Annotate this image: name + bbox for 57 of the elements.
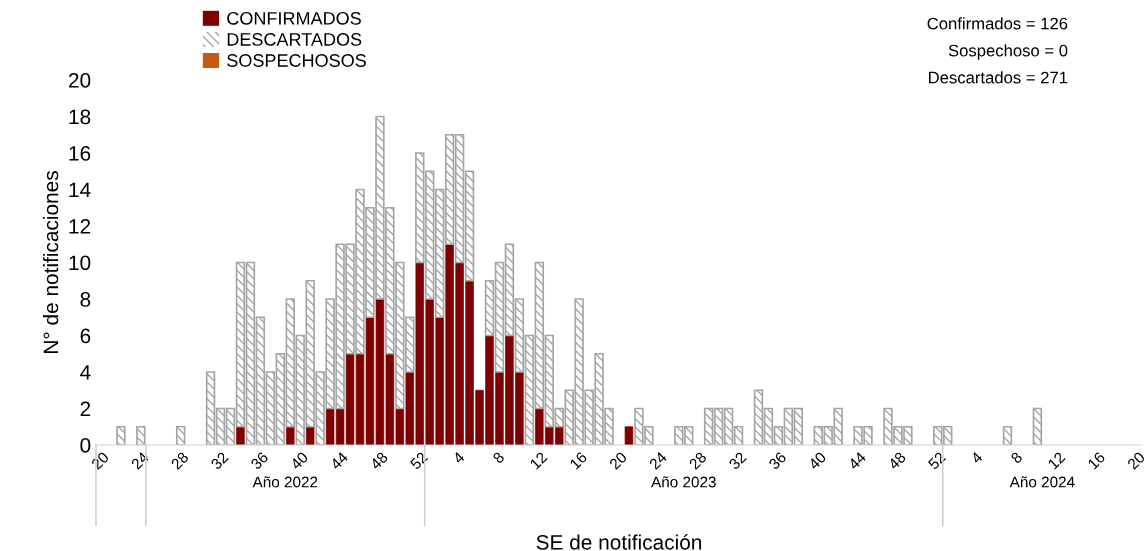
legend-label: DESCARTADOS	[227, 33, 362, 46]
text: Año 2024	[1009, 476, 1075, 488]
x-tick-label: 4	[970, 451, 984, 465]
x-tick-label: 32	[210, 451, 229, 471]
y-tick-label: 10	[69, 255, 91, 271]
y-axis-title: N° de notificaciones	[42, 171, 59, 353]
bar	[1032, 407, 1043, 445]
bar	[175, 425, 186, 445]
y-tick-label: 20	[69, 73, 91, 88]
x-tick-label: 4	[452, 451, 466, 465]
x-tick-label: 48	[369, 451, 389, 471]
x-tick-label: 44	[329, 451, 349, 471]
x-tick-label: 44	[847, 451, 867, 471]
y-tick-label: 12	[69, 219, 91, 234]
annotation: Descartados = 271	[929, 71, 1068, 84]
x-tick-label: 28	[170, 451, 190, 470]
text: Año 2023	[651, 476, 716, 488]
text: Confirmados = 126	[927, 17, 1068, 30]
x-tick-label: 52	[927, 451, 947, 471]
x-tick-label: 8	[1010, 451, 1023, 465]
x-tick-label: 24	[648, 451, 668, 470]
bar	[1002, 425, 1013, 445]
x-tick-label: 8	[492, 451, 505, 465]
x-tick-label: 28	[688, 451, 708, 470]
legend-label: SOSPECHOSOS	[227, 54, 366, 67]
bar	[136, 425, 146, 445]
y-tick-label: 2	[80, 401, 91, 417]
x-tick-label: 16	[569, 451, 588, 470]
x-tick-label: 36	[768, 451, 787, 471]
x-tick-label: 24	[130, 451, 150, 470]
text: Año 2022	[252, 476, 318, 488]
y-tick-label: 0	[80, 438, 91, 453]
x-tick-label: 12	[529, 451, 548, 470]
x-tick-label: 40	[289, 451, 309, 471]
legend-label: CONFIRMADOS	[227, 11, 361, 25]
bar	[624, 426, 634, 445]
bar	[286, 426, 295, 445]
y-tick-label: 18	[69, 109, 91, 125]
x-tick-label: 36	[250, 451, 269, 471]
bar	[305, 426, 315, 445]
x-axis-title: SE de notificación	[536, 534, 702, 550]
y-tick-label: 6	[80, 328, 91, 344]
x-tick-label: 16	[1087, 451, 1106, 470]
y-tick-label: 4	[80, 365, 91, 380]
bar	[116, 425, 126, 445]
y-tick-label: 8	[80, 292, 91, 307]
x-tick-label: 20	[1126, 451, 1146, 470]
x-tick-label: 52	[409, 451, 429, 471]
x-tick-label: 20	[608, 451, 628, 470]
x-tick-label: 40	[807, 451, 827, 471]
x-tick-label: 48	[887, 451, 907, 471]
text: Sospechoso = 0	[948, 44, 1068, 60]
y-tick-label: 14	[69, 182, 91, 198]
x-tick-label: 12	[1047, 451, 1066, 470]
bar	[236, 426, 245, 445]
y-tick-label: 16	[69, 146, 91, 161]
x-tick-label: 32	[728, 451, 747, 471]
